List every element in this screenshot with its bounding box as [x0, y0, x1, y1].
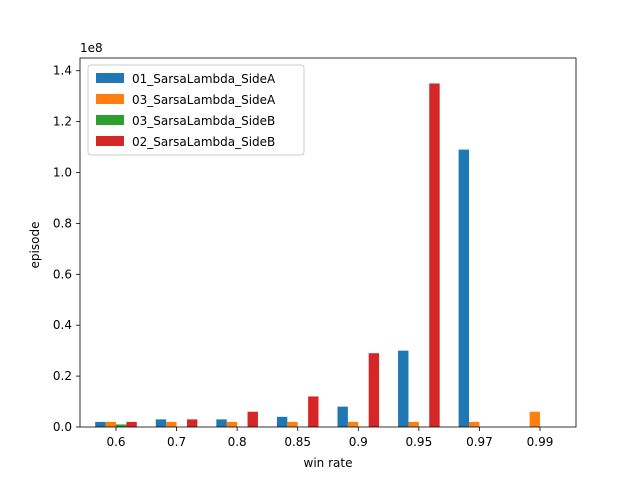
- y-tick-label: 1.4: [53, 64, 72, 78]
- bar-2-0.6: [105, 421, 116, 427]
- bar-4-0.9: [368, 353, 380, 427]
- x-tick-label: 0.85: [284, 435, 311, 449]
- bar-4-0.8: [247, 411, 258, 427]
- x-tick-label: 0.97: [466, 435, 493, 449]
- y-tick-label: 0.6: [53, 267, 72, 281]
- bar-2-0.9: [347, 421, 359, 427]
- bar-2-0.8: [226, 421, 238, 427]
- legend-label: 01_SarsaLambda_SideA: [132, 72, 276, 86]
- bar-4-0.85: [308, 396, 319, 427]
- x-tick-label: 0.8: [228, 435, 247, 449]
- bar-3-0.6: [116, 424, 127, 427]
- y-offset-label: 1e8: [80, 41, 103, 55]
- y-axis-label: episode: [28, 222, 42, 269]
- axes-group: 0.6 0.7 0.8 0.85 0.9 0.95 0.97 0.99 0.0 0.2 0.4 0.6…: [53, 57, 577, 449]
- legend-swatch: [96, 115, 124, 125]
- legend-label: 02_SarsaLambda_SideB: [132, 135, 275, 149]
- x-tick-label: 0.95: [405, 435, 432, 449]
- y-tick-label: 1.2: [53, 115, 72, 129]
- bar-2-0.7: [166, 421, 177, 427]
- y-tick-label: 0.0: [53, 420, 72, 434]
- bar-2-0.99: [529, 411, 540, 427]
- legend-label: 03_SarsaLambda_SideB: [132, 114, 275, 128]
- x-tick-label: 0.99: [527, 435, 554, 449]
- legend-box: [87, 64, 305, 156]
- bar-1-0.85: [276, 416, 288, 427]
- legend: 01_SarsaLambda_SideA 03_SarsaLambda_SideA…: [87, 64, 305, 156]
- legend-swatch: [96, 94, 124, 104]
- legend-label: 03_SarsaLambda_SideA: [132, 93, 276, 107]
- bar-1-0.8: [216, 419, 227, 427]
- x-tick-label: 0.7: [167, 435, 186, 449]
- bar-4-0.95: [429, 83, 440, 427]
- bar-1-0.95: [398, 350, 409, 427]
- legend-swatch: [96, 136, 124, 146]
- x-axis-label: win rate: [304, 456, 353, 470]
- bar-1-0.6: [95, 421, 106, 427]
- x-tick-label: 0.6: [106, 435, 125, 449]
- plot-frame: [79, 57, 577, 428]
- legend-swatch: [96, 73, 124, 83]
- bar-4-0.7: [186, 419, 198, 427]
- bar-2-0.97: [469, 421, 480, 427]
- bar-4-0.6: [126, 421, 137, 427]
- x-tick-label: 0.9: [349, 435, 368, 449]
- y-tick-label: 0.2: [53, 369, 72, 383]
- bars-group: [95, 83, 540, 428]
- bar-1-0.7: [155, 419, 167, 427]
- y-tick-label: 0.4: [53, 318, 72, 332]
- bar-2-0.85: [287, 421, 298, 427]
- y-tick-label: 1.0: [53, 166, 72, 180]
- bar-2-0.95: [408, 421, 419, 427]
- y-tick-label: 0.8: [53, 216, 72, 230]
- bar-1-0.97: [458, 149, 470, 428]
- bar-1-0.9: [337, 406, 348, 427]
